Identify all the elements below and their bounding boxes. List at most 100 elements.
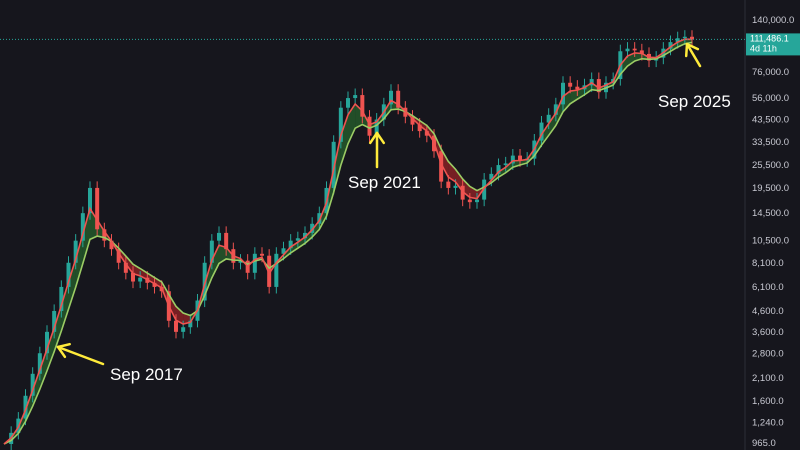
ema-band (61, 281, 69, 331)
candle-body (80, 213, 85, 241)
y-axis-tick-label: 8,100.0 (752, 258, 784, 269)
annotation-arrowhead (56, 342, 71, 349)
ema-band (348, 103, 356, 144)
candle-body (73, 240, 78, 263)
candle-body (668, 42, 673, 49)
candle-body (410, 116, 415, 125)
candle-body (274, 253, 279, 287)
annotation-arrowhead (368, 131, 379, 145)
candle-body (88, 187, 92, 214)
ema-band (125, 256, 133, 274)
candle-body (503, 163, 508, 166)
ema-band (75, 233, 83, 288)
candle-body (675, 38, 680, 43)
ema-band (570, 90, 578, 104)
candle-body (317, 213, 322, 224)
ema-band (90, 208, 98, 240)
candle-body (482, 179, 487, 200)
candle-body (353, 95, 358, 99)
candle-body (367, 116, 372, 136)
candle-body (467, 199, 472, 203)
candle-body (446, 181, 451, 188)
ema-band (32, 369, 40, 407)
ema-slow-line (3, 41, 693, 445)
annotation-arrowhead (684, 42, 689, 58)
ema-band (211, 245, 219, 278)
ema-fast-line (3, 38, 693, 445)
candle-body (439, 151, 444, 182)
ema-band (419, 120, 427, 132)
candle-body (496, 165, 501, 174)
candle-body (238, 260, 243, 263)
annotation-label: Sep 2017 (110, 365, 183, 384)
price-tag (746, 33, 800, 56)
ema-band (54, 305, 62, 352)
candle-body (424, 131, 429, 136)
candle-body (510, 155, 515, 164)
candle-body (174, 320, 178, 332)
ema-band (82, 208, 90, 264)
annotation-arrow (56, 345, 105, 366)
y-axis-tick-label: 19,500.0 (752, 183, 789, 194)
annotation-label: Sep 2025 (658, 92, 731, 111)
annotation-arrowhead (56, 345, 67, 359)
candle-body (23, 395, 28, 419)
candle-body (95, 187, 100, 230)
candle-body (45, 331, 49, 354)
candle-body (338, 107, 343, 142)
ema-band (305, 229, 313, 244)
candle-body (682, 36, 687, 39)
y-axis-tick-label: 33,500.0 (752, 137, 789, 148)
y-axis-tick-label: 965.0 (752, 438, 776, 449)
candle-body (596, 79, 601, 93)
candle-body (489, 173, 494, 180)
ema-band (670, 42, 678, 52)
candle-body (518, 155, 522, 161)
candle-body (52, 310, 57, 332)
candle-body (625, 48, 630, 52)
candle-body (267, 255, 272, 287)
candle-body (568, 82, 573, 87)
candle-body (37, 353, 42, 374)
candle-body (138, 277, 143, 282)
ema-band (677, 39, 685, 48)
y-axis-tick-label: 140,000.0 (752, 15, 794, 26)
candle-body (260, 253, 264, 256)
candle-body (453, 185, 458, 188)
candle-body (30, 373, 35, 396)
y-axis-tick-label: 14,500.0 (752, 208, 789, 219)
candle-body (389, 90, 393, 105)
candle-body (561, 82, 565, 105)
annotation-arrowhead (685, 42, 700, 51)
ema-band (176, 306, 184, 325)
ema-band (548, 113, 556, 136)
candle-body (417, 124, 422, 132)
candle-body (152, 282, 157, 287)
y-axis-tick-label: 56,000.0 (752, 93, 789, 104)
candle-body (109, 240, 114, 250)
ema-band (498, 167, 506, 178)
y-axis-tick-label: 3,600.0 (752, 327, 784, 338)
ema-band (297, 237, 305, 249)
ema-band (290, 242, 298, 253)
y-axis-tick-label: 43,500.0 (752, 115, 789, 126)
ema-band (219, 245, 227, 264)
candle-body (66, 262, 71, 287)
ema-band (154, 277, 162, 288)
y-axis-tick-label: 1,240.0 (752, 418, 784, 429)
y-axis-tick-label: 25,500.0 (752, 160, 789, 171)
candle-body (639, 50, 644, 54)
ema-band (147, 273, 155, 284)
annotation-label: Sep 2021 (348, 173, 421, 192)
candle-body (553, 104, 558, 115)
ema-band (68, 259, 76, 310)
ema-band (47, 328, 55, 371)
candle-body (102, 229, 107, 241)
y-axis-tick-label: 4,600.0 (752, 306, 784, 317)
candle-body (546, 114, 551, 123)
candle-body (396, 90, 401, 108)
candle-body (131, 272, 135, 282)
candle-body (632, 48, 637, 51)
